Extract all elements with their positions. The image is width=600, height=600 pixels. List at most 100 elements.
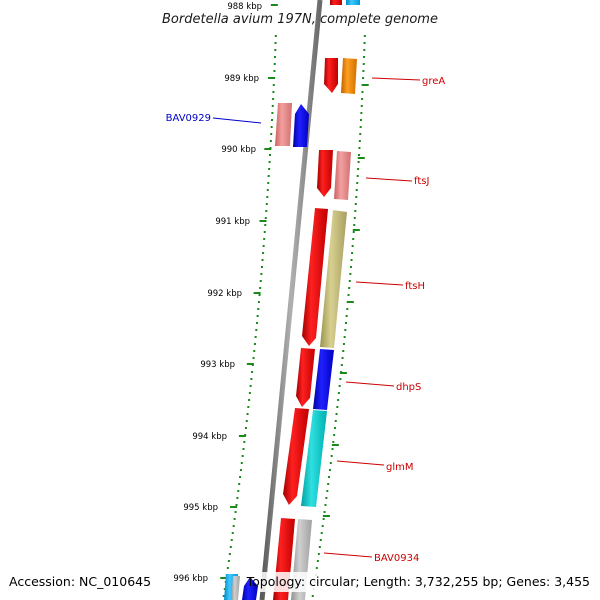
chromosome-backbone xyxy=(259,0,323,600)
left-minor-tick xyxy=(257,308,260,310)
genome-stats-text: Topology: circular; Length: 3,732,255 bp… xyxy=(246,574,590,589)
right-minor-tick xyxy=(315,567,318,569)
right-minor-tick xyxy=(362,77,365,79)
left-minor-tick xyxy=(235,504,238,506)
tick-label-993: 993 kbp xyxy=(200,360,235,370)
right-minor-tick xyxy=(355,189,358,191)
ftsH-leader-line xyxy=(355,281,404,286)
left-major-tick xyxy=(264,148,272,150)
left-minor-tick xyxy=(257,301,260,303)
right-minor-tick xyxy=(327,483,330,485)
right-minor-tick xyxy=(348,287,351,289)
left-minor-tick xyxy=(270,126,273,128)
left-minor-tick xyxy=(252,357,255,359)
gene-label-ftsJ: ftsJ xyxy=(414,176,429,187)
accession-text: Accession: NC_010645 xyxy=(9,574,151,589)
left-minor-tick xyxy=(268,168,271,170)
gene-label-BAV0934: BAV0934 xyxy=(374,553,419,564)
right-minor-tick xyxy=(323,511,326,513)
left-minor-tick xyxy=(244,427,247,429)
right-minor-tick xyxy=(326,490,329,492)
right-minor-tick xyxy=(354,203,357,205)
left-major-tick xyxy=(270,4,278,6)
left-minor-tick xyxy=(236,497,239,499)
right-minor-tick xyxy=(319,539,322,541)
right-minor-tick xyxy=(357,161,360,163)
right-minor-tick xyxy=(328,469,331,471)
gene-red-long-1 xyxy=(302,208,328,346)
right-minor-tick xyxy=(324,504,327,506)
left-minor-tick xyxy=(266,196,269,198)
right-minor-tick xyxy=(337,399,340,401)
right-minor-tick xyxy=(334,420,337,422)
left-minor-tick xyxy=(222,595,225,597)
greA-leader-line xyxy=(371,77,421,81)
right-minor-tick xyxy=(363,42,366,44)
right-minor-tick xyxy=(317,553,320,555)
right-minor-tick xyxy=(351,252,354,254)
right-minor-tick xyxy=(325,497,328,499)
left-minor-tick xyxy=(268,161,271,163)
left-minor-tick xyxy=(262,245,265,247)
right-minor-tick xyxy=(347,294,350,296)
tick-marks xyxy=(220,4,369,579)
footer-backdrop-left xyxy=(6,572,148,592)
right-minor-tick xyxy=(343,336,346,338)
gene-label-greA: greA xyxy=(422,76,445,87)
gene-red-ftsJ-left xyxy=(317,150,333,197)
left-minor-tick xyxy=(223,588,226,590)
tick-label-992: 992 kbp xyxy=(207,289,242,299)
left-minor-tick xyxy=(239,469,242,471)
left-minor-tick xyxy=(274,42,277,44)
left-minor-tick xyxy=(228,553,231,555)
gene-dhpS xyxy=(313,349,334,410)
left-minor-tick xyxy=(226,567,229,569)
gene-BAV0929 xyxy=(293,104,309,147)
left-minor-tick xyxy=(253,350,256,352)
right-minor-tick xyxy=(341,357,344,359)
right-major-tick xyxy=(331,444,339,446)
right-minor-tick xyxy=(329,462,332,464)
right-major-tick xyxy=(357,157,365,159)
right-minor-tick xyxy=(349,273,352,275)
left-minor-tick xyxy=(267,182,270,184)
left-minor-tick xyxy=(230,539,233,541)
right-minor-tick xyxy=(352,231,355,233)
right-minor-tick xyxy=(357,168,360,170)
right-minor-tick xyxy=(346,308,349,310)
right-minor-tick xyxy=(322,518,325,520)
right-minor-tick xyxy=(338,385,341,387)
left-minor-tick xyxy=(254,336,257,338)
gene-red-dhpS-left xyxy=(296,348,315,407)
left-minor-tick xyxy=(248,399,251,401)
left-major-tick xyxy=(259,220,267,222)
right-major-tick xyxy=(346,301,354,303)
left-minor-tick xyxy=(265,203,268,205)
right-minor-tick xyxy=(361,98,364,100)
left-minor-tick xyxy=(264,224,267,226)
left-major-tick xyxy=(230,506,238,508)
gene-labels: greA BAV0929 ftsJ ftsH dhpS glmM BAV0934 xyxy=(166,76,446,564)
right-minor-tick xyxy=(333,427,336,429)
left-minor-tick xyxy=(237,490,240,492)
right-minor-tick xyxy=(320,532,323,534)
gene-bottom-grey xyxy=(231,576,240,600)
right-minor-tick xyxy=(318,546,321,548)
right-minor-tick xyxy=(311,595,314,597)
gene-label-ftsH: ftsH xyxy=(405,281,425,292)
right-major-tick xyxy=(361,84,369,86)
tick-track xyxy=(222,35,366,597)
left-minor-tick xyxy=(248,392,251,394)
left-minor-tick xyxy=(256,315,259,317)
left-minor-tick xyxy=(260,266,263,268)
left-minor-tick xyxy=(262,252,265,254)
gene-greA xyxy=(341,58,357,94)
left-major-tick xyxy=(238,435,246,437)
right-minor-tick xyxy=(351,245,354,247)
right-minor-tick xyxy=(353,217,356,219)
left-minor-tick xyxy=(232,525,235,527)
left-minor-tick xyxy=(271,112,274,114)
left-minor-tick xyxy=(247,406,250,408)
gene-label-BAV0929: BAV0929 xyxy=(166,113,211,124)
left-minor-tick xyxy=(241,455,244,457)
